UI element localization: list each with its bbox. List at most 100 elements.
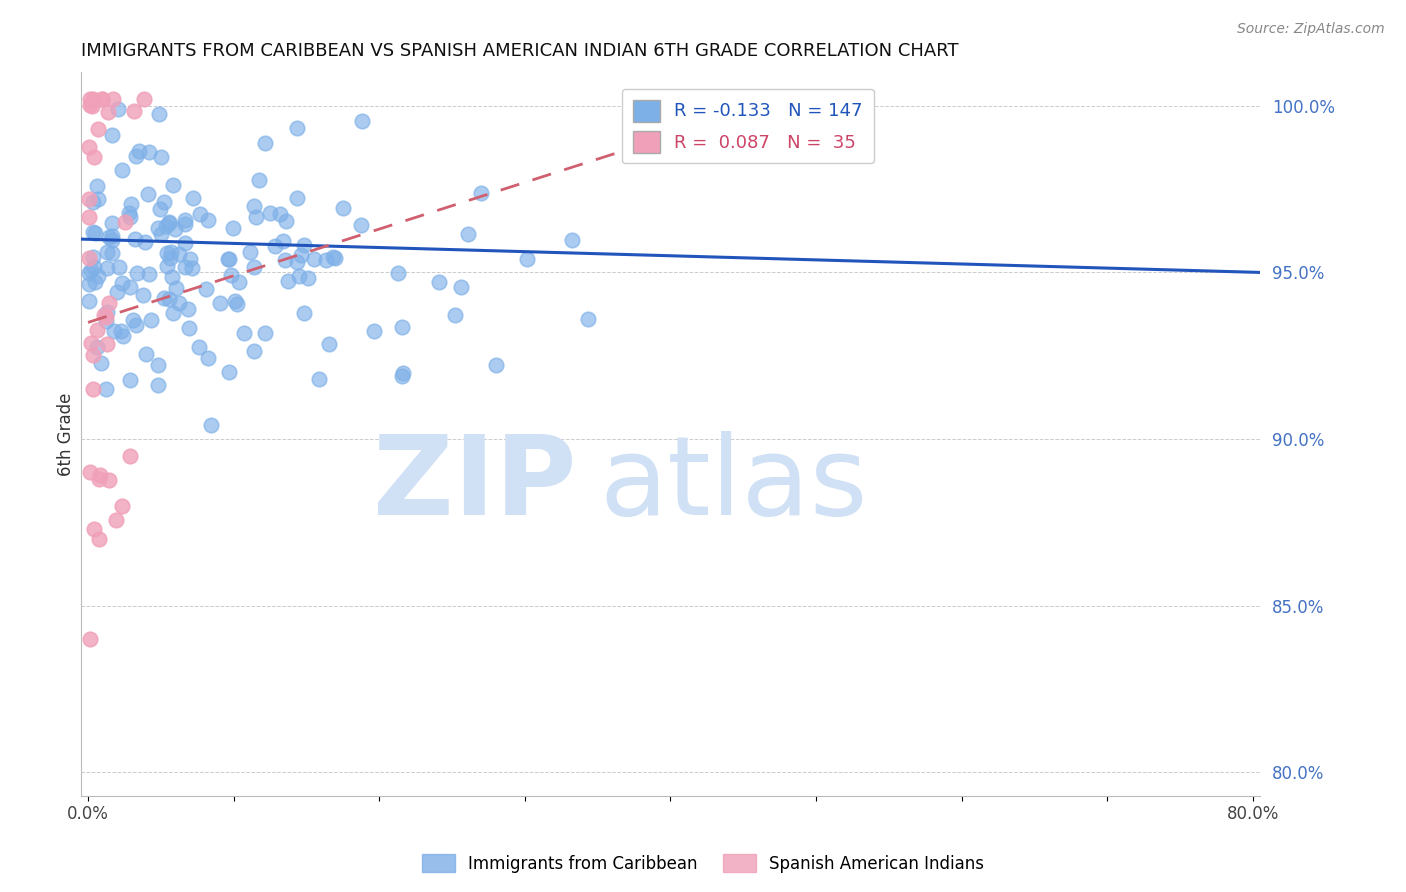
Point bbox=[134, 235, 156, 249]
Point bbox=[86, 178, 108, 193]
Point bbox=[254, 136, 277, 150]
Legend: R = -0.133   N = 147, R =  0.087   N =  35: R = -0.133 N = 147, R = 0.087 N = 35 bbox=[621, 88, 873, 163]
Point bbox=[82, 92, 104, 106]
Point bbox=[159, 251, 181, 265]
Point bbox=[80, 262, 103, 277]
Point bbox=[162, 178, 184, 193]
Point bbox=[302, 252, 325, 267]
Point bbox=[226, 297, 249, 311]
Point bbox=[197, 213, 219, 227]
Point bbox=[82, 99, 104, 113]
Point bbox=[105, 285, 128, 300]
Point bbox=[167, 247, 190, 261]
Point bbox=[222, 220, 245, 235]
Point bbox=[94, 310, 117, 325]
Text: IMMIGRANTS FROM CARIBBEAN VS SPANISH AMERICAN INDIAN 6TH GRADE CORRELATION CHART: IMMIGRANTS FROM CARIBBEAN VS SPANISH AME… bbox=[80, 42, 959, 60]
Point bbox=[127, 266, 149, 280]
Point bbox=[200, 417, 222, 432]
Point bbox=[149, 202, 172, 216]
Point bbox=[148, 221, 170, 235]
Point bbox=[160, 269, 183, 284]
Legend: Immigrants from Caribbean, Spanish American Indians: Immigrants from Caribbean, Spanish Ameri… bbox=[415, 847, 991, 880]
Point bbox=[148, 378, 170, 392]
Point bbox=[217, 252, 239, 267]
Point bbox=[181, 191, 204, 205]
Point bbox=[79, 92, 101, 106]
Point bbox=[174, 235, 197, 250]
Point bbox=[103, 324, 125, 338]
Point bbox=[269, 207, 291, 221]
Point bbox=[233, 326, 256, 341]
Point bbox=[125, 318, 148, 332]
Point bbox=[120, 373, 142, 387]
Point bbox=[159, 292, 181, 306]
Point bbox=[86, 323, 108, 337]
Point bbox=[83, 260, 105, 274]
Point bbox=[79, 267, 101, 281]
Point bbox=[139, 313, 162, 327]
Point bbox=[124, 232, 146, 246]
Point bbox=[188, 340, 211, 354]
Point bbox=[96, 314, 118, 328]
Point bbox=[159, 244, 181, 259]
Point bbox=[79, 251, 101, 265]
Text: ZIP: ZIP bbox=[373, 431, 576, 538]
Point bbox=[108, 260, 131, 274]
Point bbox=[149, 227, 172, 242]
Point bbox=[138, 267, 160, 281]
Point bbox=[111, 499, 134, 513]
Point bbox=[181, 261, 204, 276]
Point bbox=[79, 192, 101, 206]
Point bbox=[87, 532, 110, 546]
Point bbox=[156, 246, 179, 260]
Point bbox=[132, 92, 155, 106]
Point bbox=[162, 306, 184, 320]
Point bbox=[87, 472, 110, 486]
Point bbox=[79, 466, 101, 480]
Point bbox=[179, 252, 201, 266]
Point bbox=[120, 280, 142, 294]
Point bbox=[101, 228, 124, 243]
Point bbox=[243, 199, 266, 213]
Point bbox=[122, 104, 145, 119]
Point bbox=[82, 195, 104, 210]
Point bbox=[179, 321, 201, 335]
Point bbox=[97, 105, 120, 120]
Point bbox=[224, 293, 246, 308]
Point bbox=[197, 351, 219, 365]
Point bbox=[125, 149, 148, 163]
Text: Source: ZipAtlas.com: Source: ZipAtlas.com bbox=[1237, 22, 1385, 37]
Point bbox=[135, 347, 157, 361]
Point bbox=[218, 252, 240, 266]
Point bbox=[157, 216, 180, 230]
Point bbox=[90, 356, 112, 370]
Point bbox=[79, 335, 101, 350]
Point bbox=[146, 358, 169, 372]
Point bbox=[167, 296, 190, 310]
Point bbox=[118, 449, 141, 463]
Y-axis label: 6th Grade: 6th Grade bbox=[58, 392, 75, 475]
Point bbox=[96, 337, 118, 351]
Point bbox=[391, 319, 413, 334]
Point bbox=[194, 282, 217, 296]
Point bbox=[87, 268, 110, 283]
Point bbox=[96, 244, 118, 259]
Point bbox=[111, 163, 134, 178]
Point bbox=[285, 120, 308, 135]
Point bbox=[243, 344, 266, 359]
Point bbox=[165, 222, 187, 236]
Point bbox=[221, 268, 243, 282]
Point bbox=[174, 217, 197, 231]
Point bbox=[83, 522, 105, 536]
Point bbox=[450, 280, 472, 294]
Point bbox=[332, 201, 354, 215]
Point bbox=[264, 239, 287, 253]
Point bbox=[228, 275, 250, 289]
Point bbox=[308, 372, 330, 386]
Point bbox=[79, 277, 101, 291]
Point bbox=[86, 340, 108, 354]
Point bbox=[153, 292, 176, 306]
Point bbox=[100, 128, 122, 143]
Point bbox=[392, 366, 415, 380]
Point bbox=[138, 145, 160, 159]
